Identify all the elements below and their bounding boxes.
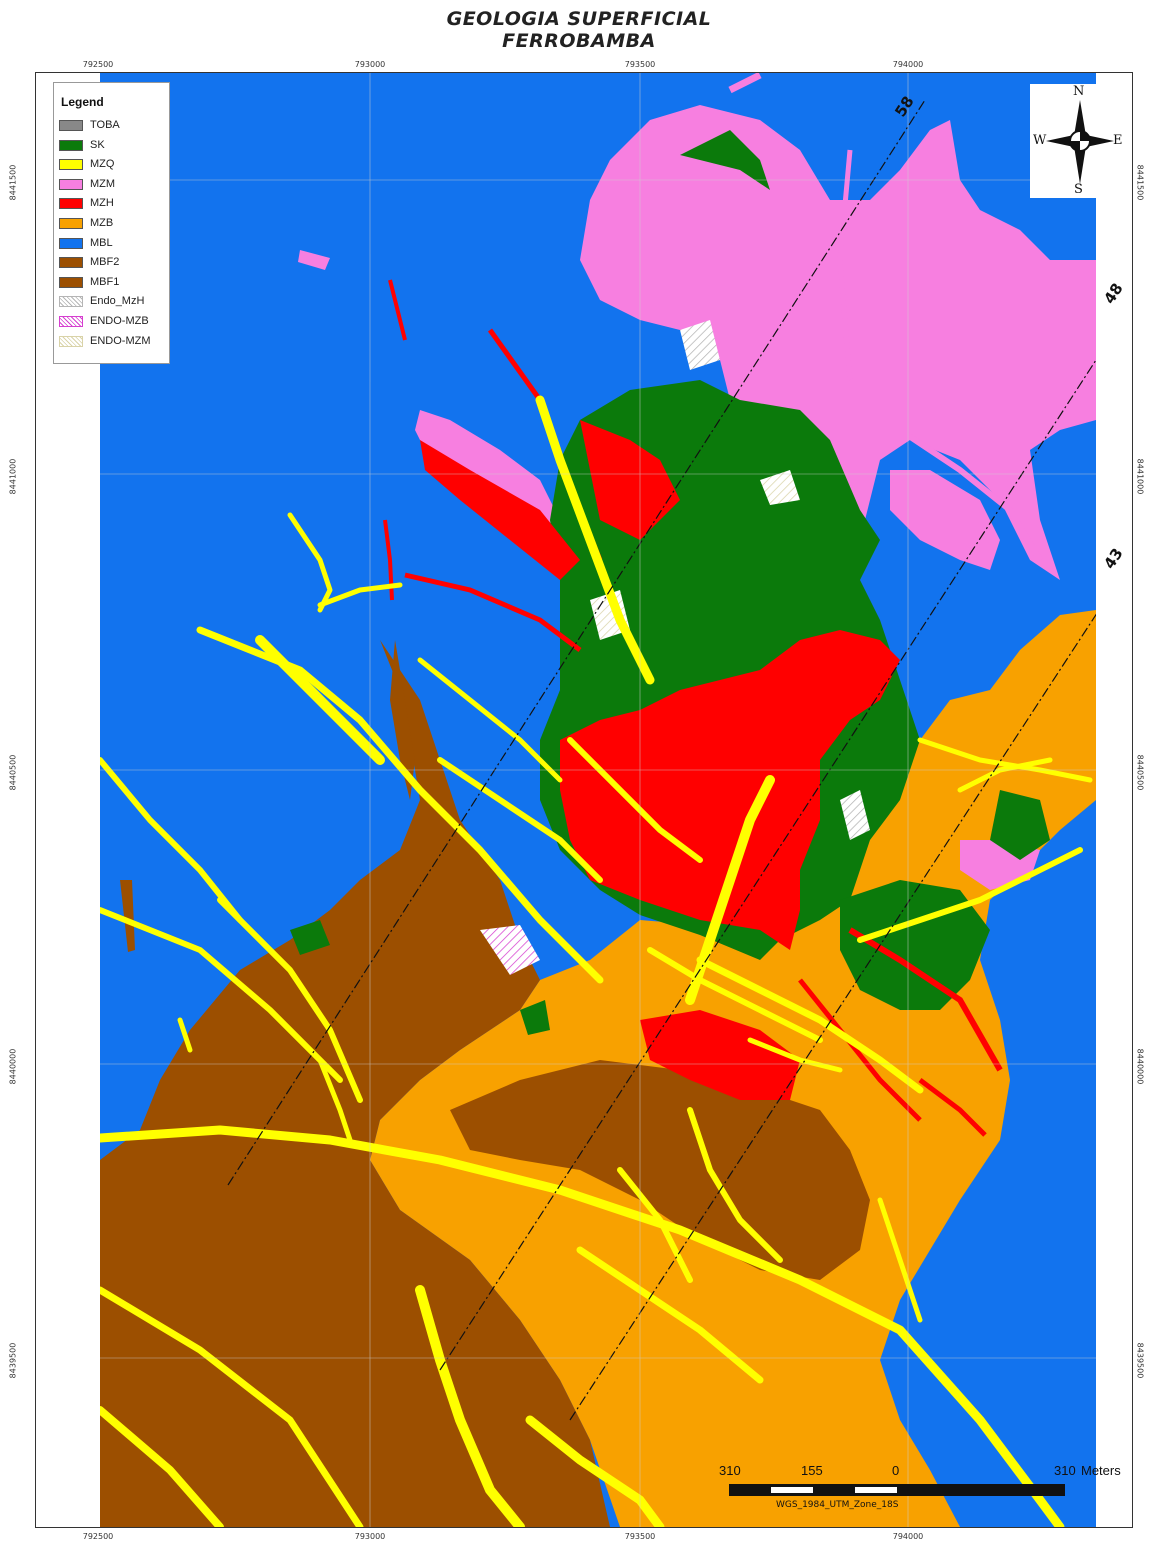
legend-label: MZH bbox=[90, 197, 114, 210]
legend-item: MZM bbox=[59, 177, 169, 193]
legend-swatch bbox=[59, 218, 83, 229]
legend-label: MZB bbox=[90, 217, 114, 229]
legend-swatch bbox=[59, 237, 83, 249]
section-label-43: 43 bbox=[1100, 545, 1126, 572]
x-tick-top: 793500 bbox=[624, 60, 656, 69]
unit-mzh bbox=[580, 420, 680, 540]
legend-label: ENDO-MZB bbox=[90, 315, 149, 327]
unit-mzh bbox=[640, 1010, 800, 1100]
unit-mbf bbox=[450, 1060, 870, 1280]
legend: Legend TOBA SK MZQ MZM MZH MZB MBL MBF2 MBF1 Endo… bbox=[53, 82, 170, 364]
legend-label: MBF1 bbox=[90, 275, 120, 288]
unit-mzm bbox=[898, 427, 1043, 562]
x-tick-top: 794000 bbox=[892, 60, 924, 69]
legend-item: MZQ bbox=[59, 157, 169, 173]
legend-label: TOBA bbox=[90, 119, 120, 131]
compass-n: N bbox=[1073, 84, 1085, 99]
legend-title: Legend bbox=[61, 95, 104, 109]
legend-item: MBL bbox=[59, 236, 169, 252]
scale-unit: Meters bbox=[1081, 1463, 1121, 1478]
legend-swatch bbox=[59, 139, 83, 151]
projection-label: WGS_1984_UTM_Zone_18S bbox=[776, 1500, 899, 1510]
legend-item: SK bbox=[59, 138, 169, 154]
legend-label: MBF2 bbox=[90, 256, 120, 269]
unit-mbf bbox=[390, 640, 415, 800]
legend-label: ENDO-MZM bbox=[90, 334, 151, 347]
unit-mzh bbox=[798, 978, 922, 1122]
legend-item: Endo_MzH bbox=[59, 294, 169, 310]
legend-swatch bbox=[59, 120, 83, 131]
unit-sk bbox=[840, 880, 990, 1010]
legend-label: MZQ bbox=[90, 158, 115, 171]
section-line-48 bbox=[439, 358, 1096, 1371]
unit-endo-mzh bbox=[840, 790, 870, 840]
unit-sk bbox=[290, 920, 330, 955]
unit-mzm bbox=[890, 470, 1000, 570]
grid-lines bbox=[100, 73, 1096, 1527]
unit-mzh bbox=[388, 279, 407, 341]
unit-mzh bbox=[560, 630, 900, 950]
x-tick-bottom: 793000 bbox=[354, 1532, 386, 1541]
legend-item: MZB bbox=[59, 216, 169, 232]
unit-sk bbox=[520, 1000, 550, 1035]
unit-mzq bbox=[100, 395, 1093, 1527]
x-tick-bottom: 794000 bbox=[892, 1532, 924, 1541]
x-tick-bottom: 792500 bbox=[82, 1532, 114, 1541]
scale-label: 155 bbox=[801, 1463, 823, 1478]
unit-mzm bbox=[728, 73, 762, 94]
unit-mzh bbox=[848, 927, 1003, 1072]
unit-endo-mzh bbox=[680, 320, 720, 370]
compass-s: S bbox=[1074, 182, 1083, 197]
x-tick-top: 792500 bbox=[82, 60, 114, 69]
legend-item: MZH bbox=[59, 196, 169, 212]
legend-swatch bbox=[59, 276, 83, 288]
section-label-48: 48 bbox=[1100, 280, 1126, 307]
map-title: GEOLOGIA SUPERFICIAL bbox=[446, 8, 712, 30]
compass-w: W bbox=[1033, 133, 1047, 148]
unit-mzm bbox=[415, 410, 560, 530]
legend-swatch bbox=[59, 257, 83, 269]
legend-label: Endo_MzH bbox=[90, 295, 145, 308]
scale-label: 310 bbox=[719, 1463, 741, 1478]
section-lines bbox=[227, 99, 1096, 1421]
unit-mzh bbox=[404, 572, 582, 652]
x-tick-bottom: 793500 bbox=[624, 1532, 656, 1541]
legend-item: ENDO-MZB bbox=[59, 314, 169, 330]
scale-bar bbox=[729, 1484, 1065, 1496]
map-subtitle: FERROBAMBA bbox=[502, 30, 656, 52]
section-line-58 bbox=[227, 99, 926, 1186]
unit-sk bbox=[680, 130, 770, 190]
scale-label: 310 bbox=[1054, 1463, 1076, 1478]
legend-swatch bbox=[59, 296, 83, 308]
legend-swatch bbox=[59, 159, 83, 171]
unit-endo-mzm bbox=[760, 470, 800, 505]
unit-sk bbox=[990, 790, 1050, 860]
unit-mbf bbox=[120, 880, 135, 952]
unit-endo-mzb bbox=[480, 925, 540, 975]
unit-mzm bbox=[837, 149, 853, 381]
unit-mzh bbox=[420, 440, 580, 580]
section-line-43 bbox=[569, 613, 1096, 1421]
legend-item: ENDO-MZM bbox=[59, 334, 169, 350]
legend-label: SK bbox=[90, 138, 105, 151]
legend-item: TOBA bbox=[59, 118, 169, 134]
legend-label: MZM bbox=[90, 177, 116, 190]
legend-label: MBL bbox=[90, 236, 113, 249]
compass-e: E bbox=[1113, 133, 1123, 148]
legend-item: MBF1 bbox=[59, 275, 169, 291]
unit-mzh bbox=[918, 1078, 987, 1137]
legend-swatch bbox=[59, 198, 83, 210]
legend-item: MBF2 bbox=[59, 255, 169, 271]
legend-swatch bbox=[59, 178, 83, 190]
compass-rose-icon bbox=[1046, 100, 1114, 184]
x-tick-top: 793000 bbox=[354, 60, 386, 69]
north-arrow-icon: N S W E bbox=[1030, 84, 1124, 198]
unit-mzm bbox=[298, 250, 330, 270]
legend-swatch bbox=[59, 316, 83, 327]
scale-label: 0 bbox=[892, 1463, 900, 1478]
legend-swatch bbox=[59, 335, 83, 347]
